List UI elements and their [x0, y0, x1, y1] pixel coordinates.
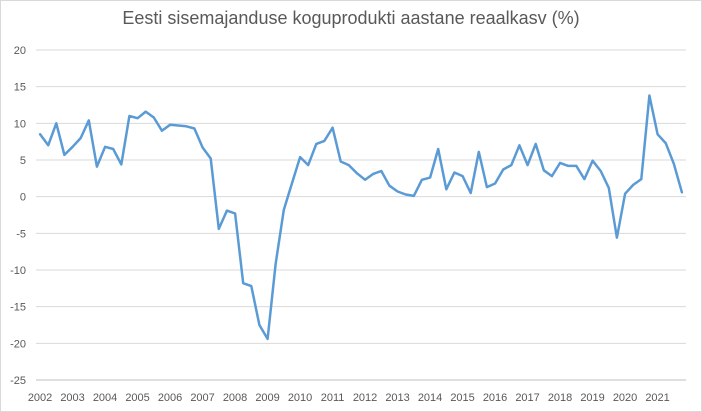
y-tick-label: -10 — [10, 265, 26, 277]
x-tick-label: 2011 — [321, 392, 345, 404]
x-tick-label: 2009 — [255, 392, 279, 404]
series-line — [38, 94, 684, 341]
x-tick-label: 2015 — [450, 392, 474, 404]
y-tick-label: 10 — [14, 118, 26, 130]
x-axis-ticks: 2002 2003 2004 2005 2006 2007 2008 2009 2010 2011… — [28, 379, 686, 404]
x-tick-label: 2021 — [645, 392, 669, 404]
y-tick-label: -5 — [16, 228, 26, 240]
x-tick-label: 2010 — [288, 392, 312, 404]
y-tick-label: 20 — [14, 45, 26, 57]
x-tick-label: 2020 — [613, 392, 637, 404]
y-tick-label: 5 — [20, 155, 26, 167]
x-tick-label: 2005 — [125, 392, 149, 404]
y-axis-ticks: 20 15 10 5 0 -5 -10 -15 -20 -25 — [10, 45, 26, 387]
series-layer — [38, 94, 684, 341]
y-tick-label: 15 — [14, 82, 26, 94]
y-tick-label: 0 — [20, 192, 26, 204]
y-tick-label: -15 — [10, 302, 26, 314]
y-tick-label: -20 — [10, 338, 26, 350]
x-tick-label: 2016 — [483, 392, 507, 404]
x-tick-label: 2017 — [515, 392, 539, 404]
x-tick-label: 2006 — [158, 392, 182, 404]
x-tick-label: 2003 — [60, 392, 84, 404]
x-tick-label: 2008 — [223, 392, 247, 404]
gridlines — [36, 49, 686, 344]
x-tick-label: 2014 — [418, 392, 442, 404]
x-tick-label: 2012 — [353, 392, 377, 404]
chart-title: Eesti sisemajanduse koguprodukti aastane… — [122, 8, 580, 28]
x-tick-label: 2002 — [28, 392, 52, 404]
x-tick-label: 2019 — [580, 392, 604, 404]
x-tick-label: 2018 — [548, 392, 572, 404]
y-tick-label: -25 — [10, 375, 26, 387]
x-tick-label: 2013 — [385, 392, 409, 404]
x-tick-label: 2007 — [190, 392, 214, 404]
x-tick-label: 2004 — [93, 392, 117, 404]
